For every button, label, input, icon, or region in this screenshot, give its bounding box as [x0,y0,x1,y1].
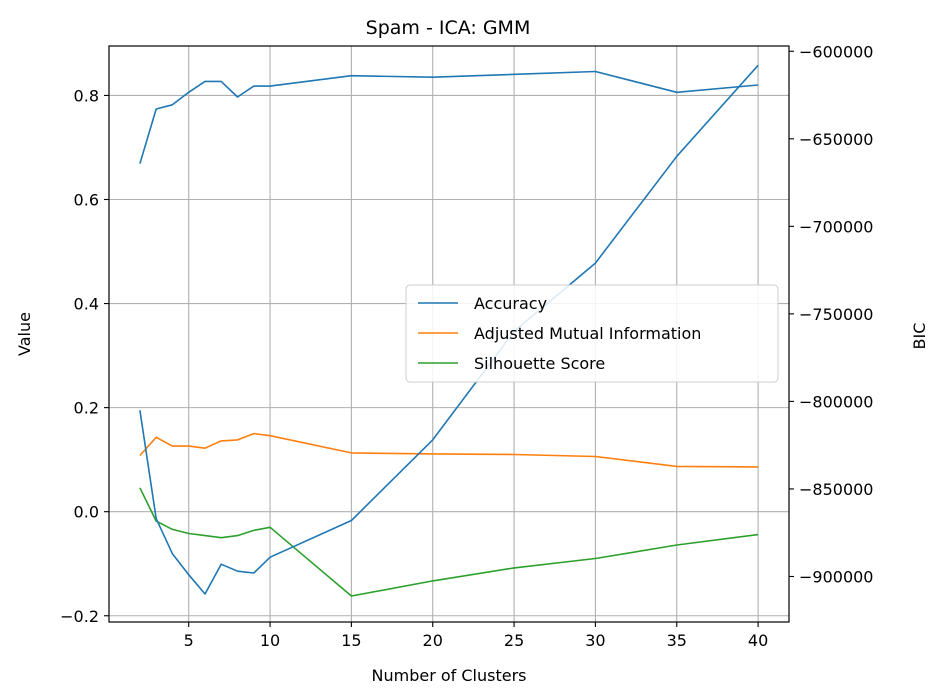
y-tick-label: 0.0 [74,503,99,522]
y2-tick-label: −850000 [799,480,873,499]
x-tick-label: 20 [423,631,443,650]
y-axis-ticks: −0.2 0.0 0.2 0.4 0.6 0.8 [60,86,109,626]
x-axis-ticks: 5 10 15 20 25 30 35 40 [184,622,768,650]
y2-axis-ticks: −600000 −650000 −700000 −750000 −800000 −8500… [789,42,873,586]
y-axis-label: Value [15,312,34,356]
x-tick-label: 35 [667,631,687,650]
y-tick-label: −0.2 [60,607,99,626]
y2-tick-label: −750000 [799,305,873,324]
series-line-silhouette-score [139,487,759,597]
x-tick-label: 30 [585,631,605,650]
y2-tick-label: −900000 [799,567,873,586]
legend: Accuracy Adjusted Mutual Information Sil… [405,284,779,383]
y2-tick-label: −600000 [799,42,873,61]
x-tick-label: 15 [341,631,361,650]
plot-frame [108,45,790,623]
y2-axis-label: BIC [910,323,929,350]
legend-box [405,284,779,383]
y2-tick-label: −700000 [799,217,873,236]
series-line-adjusted-mutual-information [139,432,759,468]
x-tick-label: 40 [748,631,768,650]
y2-tick-label: −650000 [799,130,873,149]
y-tick-label: 0.4 [74,295,99,314]
x-tick-label: 5 [184,631,194,650]
legend-label-accuracy: Accuracy [474,294,547,313]
x-axis-label: Number of Clusters [372,666,527,685]
x-tick-label: 25 [504,631,524,650]
y-tick-label: 0.6 [74,190,99,209]
series-line-accuracy [139,70,759,164]
chart-title: Spam - ICA: GMM [366,17,531,39]
y-tick-label: 0.8 [74,86,99,105]
legend-label-ami: Adjusted Mutual Information [474,324,701,343]
y-tick-label: 0.2 [74,399,99,418]
y2-tick-label: −800000 [799,392,873,411]
legend-label-silhouette: Silhouette Score [474,354,605,373]
x-tick-label: 10 [260,631,280,650]
